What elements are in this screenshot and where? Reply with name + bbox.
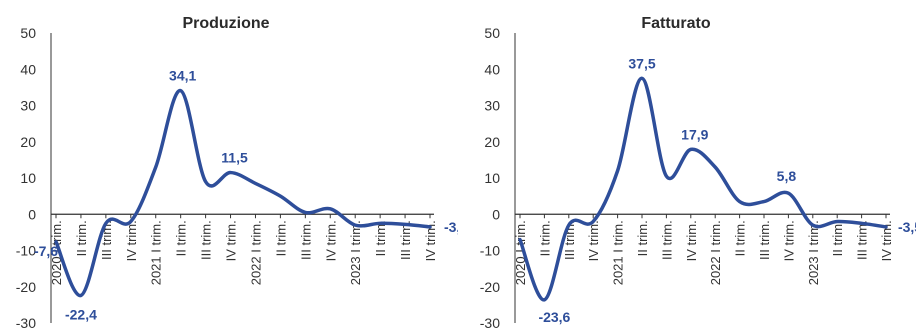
x-tick-label: IV trim. <box>224 220 239 261</box>
data-label: -22,4 <box>65 306 97 322</box>
x-tick-label: II trim. <box>635 220 650 256</box>
y-tick-label: 50 <box>20 25 36 41</box>
x-tick-label: III trim. <box>398 220 413 260</box>
y-tick-label: 0 <box>28 206 36 222</box>
y-tick-label: -30 <box>16 315 36 328</box>
x-tick-label: 2021 I trim. <box>611 220 626 285</box>
y-tick-label: -10 <box>16 243 36 259</box>
data-label: -23,6 <box>538 309 570 325</box>
x-tick-label: IV trim. <box>323 220 338 261</box>
produzione-chart: Produzione -30 -20 -10 0 10 20 30 40 50 2020 I tri… <box>16 15 458 328</box>
data-label: -3,5 <box>444 219 458 235</box>
data-label: -3,5 <box>898 219 916 235</box>
x-tick-label: III trim. <box>199 220 214 260</box>
data-label: -7,6 <box>34 243 58 259</box>
x-tick-label: III trim. <box>298 220 313 260</box>
x-tick-label: IV trim. <box>879 220 894 261</box>
chart-title: Produzione <box>182 15 269 32</box>
y-tick-label: 10 <box>20 170 36 186</box>
x-tick-label: II trim. <box>174 220 189 256</box>
data-label: 11,5 <box>221 150 248 166</box>
x-tick-label: 2023 I trim. <box>348 220 363 285</box>
series-line <box>54 88 432 298</box>
y-tick-label: 40 <box>484 61 500 77</box>
x-tick-label: II trim. <box>733 220 748 256</box>
data-label: 34,1 <box>169 68 196 84</box>
x-tick-label: II trim. <box>537 220 552 256</box>
y-tick-label: -20 <box>480 279 500 295</box>
x-tick-label: IV trim. <box>124 220 139 261</box>
x-tick-label: II trim. <box>373 220 388 256</box>
y-tick-label: -30 <box>480 315 500 328</box>
y-tick-label: 20 <box>484 134 500 150</box>
x-tick-label: 2020 I trim. <box>49 220 64 285</box>
y-tick-label: -20 <box>16 279 36 295</box>
x-tick-label: 2021 I trim. <box>149 220 164 285</box>
x-tick-label: IV trim. <box>684 220 699 261</box>
data-label: 5,8 <box>777 168 797 184</box>
y-tick-label: 40 <box>20 61 36 77</box>
series-line <box>518 76 888 302</box>
data-label: 17,9 <box>681 126 708 142</box>
y-tick-label: 30 <box>484 98 500 114</box>
x-tick-label: 2022 I trim. <box>708 220 723 285</box>
y-tick-label: 50 <box>484 25 500 41</box>
x-tick-label: II trim. <box>273 220 288 256</box>
x-tick-label: IV trim. <box>423 220 438 261</box>
data-label: 37,5 <box>628 55 655 71</box>
x-tick-label: III trim. <box>757 220 772 260</box>
fatturato-chart: Fatturato -30 -20 -10 0 10 20 30 40 50 2020 I trim… <box>480 15 916 328</box>
y-tick-label: 10 <box>484 170 500 186</box>
y-tick-label: -10 <box>480 243 500 259</box>
x-tick-label: IV trim. <box>586 220 601 261</box>
chart-title: Fatturato <box>641 15 711 32</box>
x-tick-label: 2023 I trim. <box>806 220 821 285</box>
x-tick-label: 2020 I trim. <box>513 220 528 285</box>
y-tick-label: 0 <box>492 206 500 222</box>
x-tick-label: IV trim. <box>781 220 796 261</box>
x-tick-label: II trim. <box>74 220 89 256</box>
x-tick-label: III trim. <box>659 220 674 260</box>
y-tick-label: 30 <box>20 98 36 114</box>
y-tick-label: 20 <box>20 134 36 150</box>
x-tick-label: III trim. <box>855 220 870 260</box>
x-tick-label: 2022 I trim. <box>248 220 263 285</box>
x-tick-label: II trim. <box>830 220 845 256</box>
